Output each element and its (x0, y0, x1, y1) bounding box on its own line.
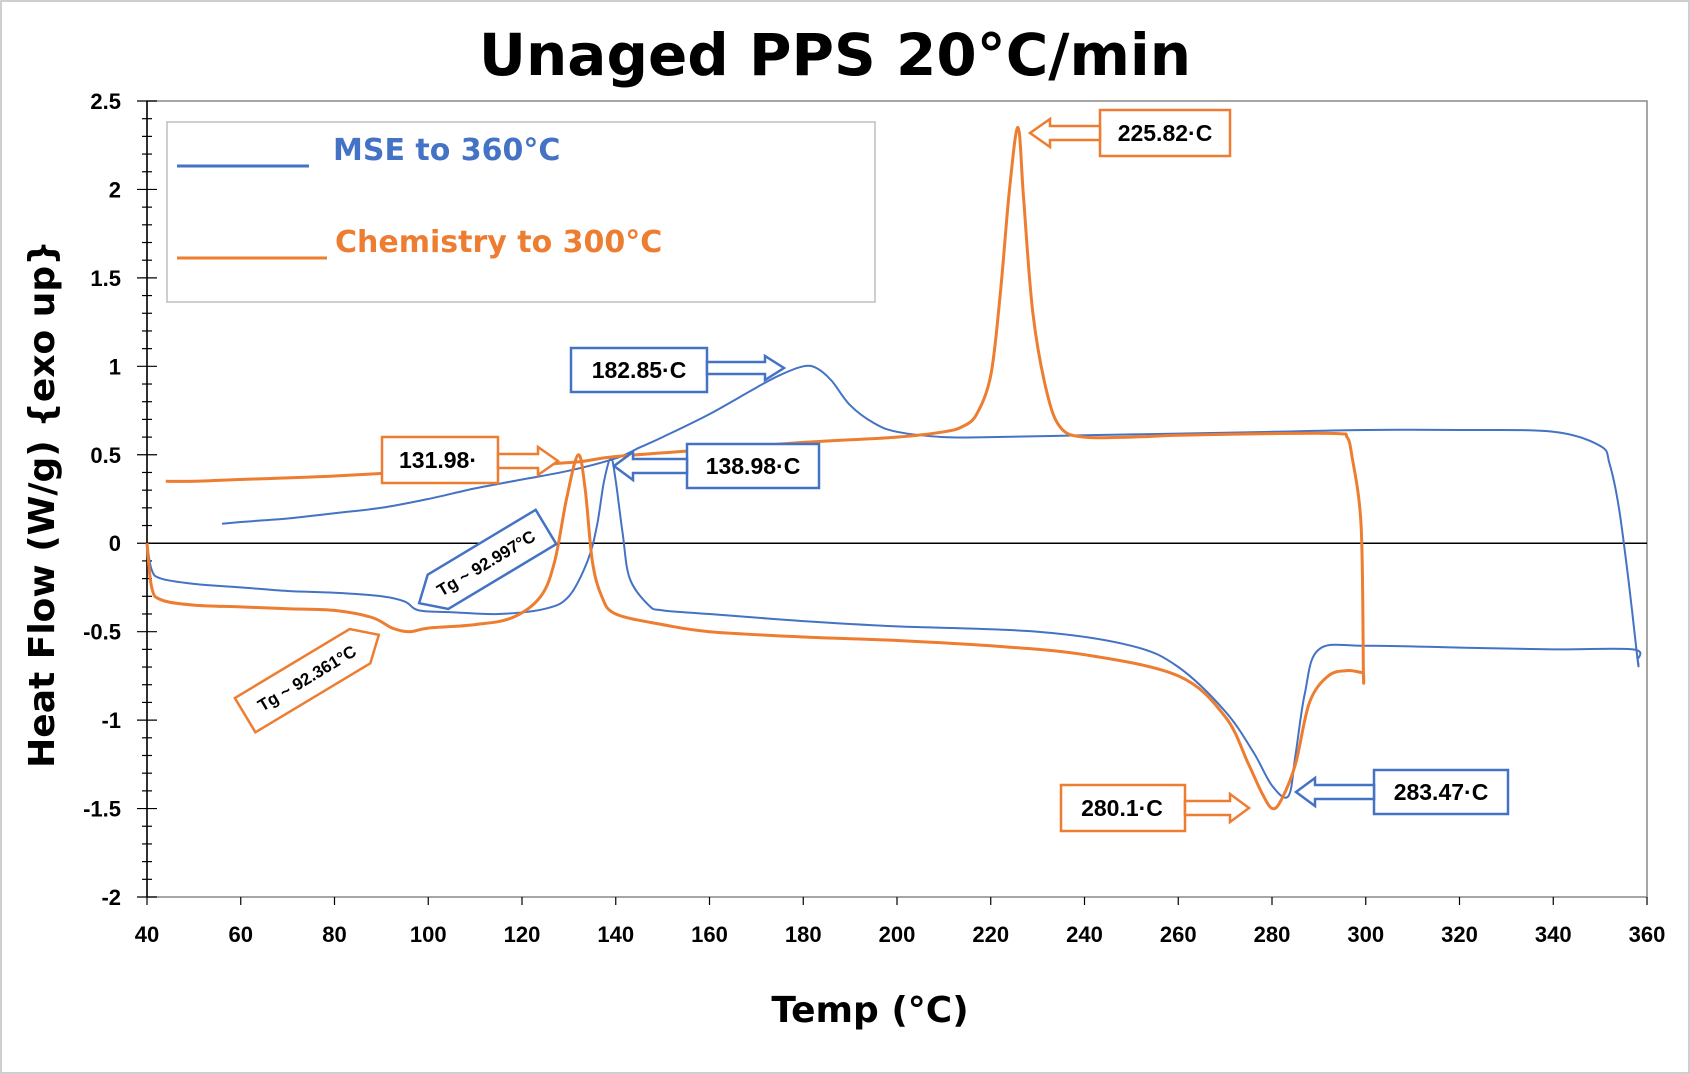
y-axis-title: Heat Flow (W/g) {exo up} (22, 240, 63, 768)
annotation-label: 283.47·C (1394, 779, 1489, 805)
x-tick-label: 320 (1441, 922, 1478, 947)
annotation-label: 131.98· (399, 447, 477, 473)
x-tick-label: 100 (410, 922, 447, 947)
x-tick-label: 220 (972, 922, 1009, 947)
x-tick-label: 160 (691, 922, 728, 947)
chart-title: Unaged PPS 20°C/min (479, 21, 1191, 89)
x-tick-label: 40 (135, 922, 159, 947)
arrow-icon (1027, 116, 1102, 150)
arrow-icon (1183, 791, 1252, 825)
annotation-label: 280.1·C (1081, 795, 1163, 821)
annotation-box (417, 508, 559, 611)
legend-label-mse: MSE to 360°C (333, 133, 560, 168)
y-tick-label: 2.5 (90, 89, 121, 114)
legend-box (166, 121, 876, 303)
annotation-box (569, 346, 709, 394)
y-tick-label: 2 (109, 177, 121, 202)
annotation-182-85: 182.85·C (569, 346, 787, 394)
legend: MSE to 360°C Chemistry to 300°C (166, 121, 876, 303)
x-tick-label: 240 (1066, 922, 1103, 947)
annotation-box (380, 435, 500, 485)
x-tick-label: 120 (504, 922, 541, 947)
annotation-box (233, 627, 381, 735)
series-line-mse (146, 364, 1642, 799)
annotation-label: 138.98·C (706, 453, 801, 479)
annotation-131-98: 131.98· (380, 435, 561, 485)
arrow-icon (496, 444, 561, 478)
x-tick-label: 200 (879, 922, 916, 947)
x-axis: 40 60 80 100 120 140 160 180 200 220 240 260 280 300 3… (135, 897, 1666, 947)
y-tick-label: -0.5 (83, 620, 121, 645)
x-tick-label: 180 (785, 922, 822, 947)
arrow-icon (705, 353, 787, 383)
y-tick-label: -1 (101, 708, 121, 733)
x-tick-label: 140 (597, 922, 634, 947)
x-tick-label: 260 (1160, 922, 1197, 947)
x-tick-label: 80 (322, 922, 346, 947)
x-axis-title: Temp (°C) (771, 990, 968, 1031)
x-tick-label: 280 (1254, 922, 1291, 947)
y-tick-label: 1 (109, 354, 121, 379)
arrow-icon (611, 449, 689, 483)
x-tick-label: 340 (1535, 922, 1572, 947)
annotation-box (685, 442, 821, 490)
y-tick-label: 1.5 (90, 266, 121, 291)
x-tick-label: 300 (1347, 922, 1384, 947)
y-tick-label: 0 (109, 531, 121, 556)
annotation-label: 225.82·C (1118, 120, 1213, 146)
y-tick-label: 0.5 (90, 443, 121, 468)
legend-label-chemistry: Chemistry to 300°C (335, 225, 662, 260)
annotation-280-1: 280.1·C (1059, 783, 1252, 833)
arrow-icon (1293, 775, 1376, 809)
y-tick-label: -2 (101, 885, 121, 910)
y-tick-label: -1.5 (83, 797, 121, 822)
series-line-chemistry (145, 125, 1366, 811)
annotation-box (1372, 768, 1510, 816)
y-axis: 2.5 2 1.5 1 0.5 0 -0.5 -1 -1.5 -2 (83, 89, 157, 910)
annotation-283-47: 283.47·C (1293, 768, 1510, 816)
x-tick-label: 360 (1629, 922, 1666, 947)
x-tick-label: 60 (229, 922, 253, 947)
annotation-label: 182.85·C (592, 357, 687, 383)
annotation-138-98: 138.98·C (611, 442, 821, 490)
annotation-225-82: 225.82·C (1027, 108, 1232, 158)
